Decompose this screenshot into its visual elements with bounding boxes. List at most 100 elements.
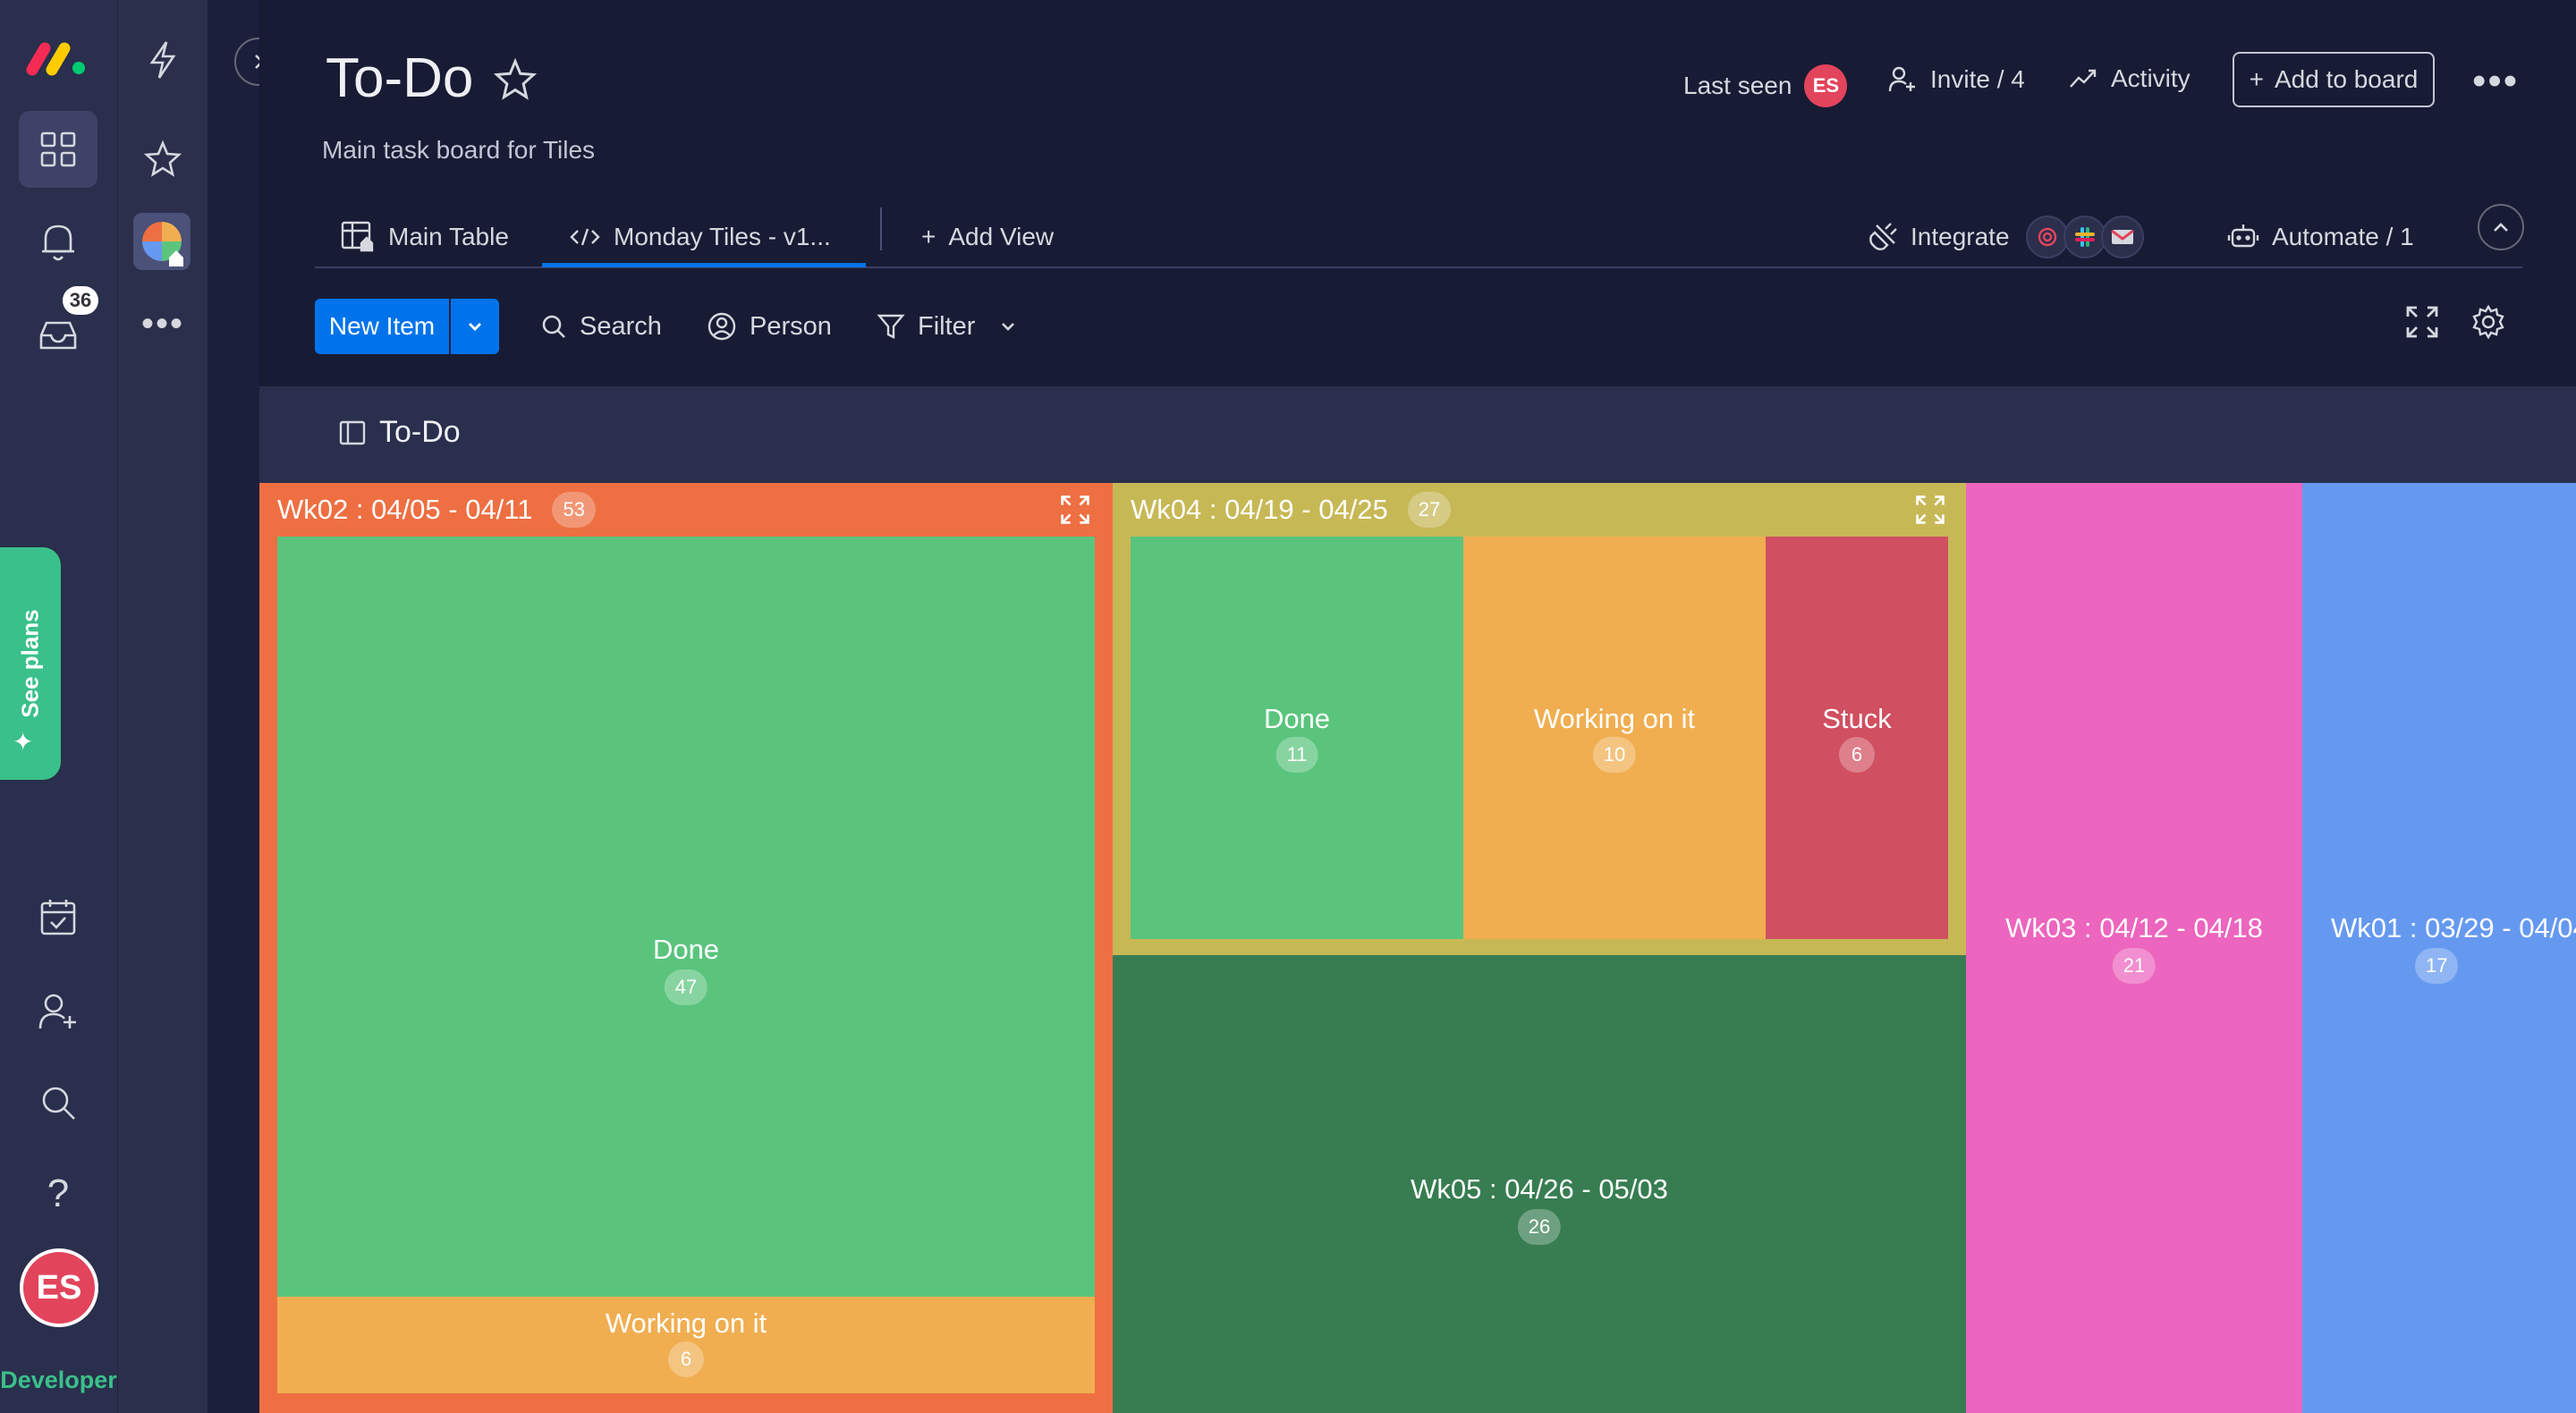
board-header	[259, 0, 2576, 386]
last-seen-label: Last seen	[1683, 72, 1792, 99]
expand-tile-icon[interactable]	[1914, 494, 1950, 529]
add-to-board-label: Add to board	[2275, 65, 2419, 93]
tab-separator	[880, 207, 882, 250]
status-tile-label: Working on it	[1533, 703, 1696, 734]
status-tile-label: Done	[1263, 703, 1331, 734]
tab-main-table[interactable]: Main Table	[340, 207, 509, 267]
group-tile-label: Wk01 : 03/29 - 04/04	[2331, 912, 2576, 943]
treemap-group-tile[interactable]: Wk03 : 04/12 - 04/18 21	[1966, 483, 2302, 1413]
board-title[interactable]: To-Do	[326, 47, 474, 109]
see-plans-label: See plans	[16, 609, 44, 718]
integrate-button[interactable]: Integrate	[1868, 207, 2144, 267]
invite-button[interactable]: Invite / 4	[1887, 64, 2025, 95]
group-tile-count: 17	[2415, 948, 2459, 984]
treemap-group-tile[interactable]: Wk05 : 04/26 - 05/03 26	[1113, 955, 1966, 1413]
filter-dropdown-chevron-icon[interactable]	[998, 317, 1018, 336]
tiles-treemap: Wk02 : 04/05 - 04/11 53 Done 47 Working …	[259, 483, 2576, 1413]
treemap-group-tile[interactable]: Wk04 : 04/19 - 04/25 27 Done 11 Working …	[1113, 483, 1966, 955]
new-item-label[interactable]: New Item	[328, 312, 436, 340]
robot-icon	[2227, 224, 2259, 248]
automate-label: Automate / 1	[2272, 223, 2414, 250]
account-tag: Developer	[0, 1366, 117, 1393]
board-menu-icon[interactable]: •••	[2472, 59, 2520, 103]
last-seen-avatar: ES	[1804, 64, 1848, 107]
person-add-icon	[1888, 66, 1915, 92]
last-seen[interactable]: Last seen ES	[1683, 64, 1848, 107]
gmail-icon	[2100, 216, 2144, 258]
secondary-rail: •••	[117, 0, 208, 1413]
inbox-icon[interactable]	[27, 304, 89, 367]
automate-button[interactable]: Automate / 1	[2227, 207, 2414, 267]
user-avatar[interactable]: ES	[20, 1248, 98, 1327]
board-description[interactable]: Main task board for Tiles	[322, 136, 596, 164]
search-button[interactable]: Search	[540, 299, 662, 354]
help-icon[interactable]: ?	[47, 1172, 70, 1215]
activity-label: Activity	[2111, 64, 2190, 92]
table-home-icon	[341, 221, 374, 252]
group-title-label: To-Do	[379, 415, 461, 449]
person-label: Person	[750, 311, 832, 341]
integrate-label: Integrate	[1911, 223, 2010, 250]
code-icon	[570, 228, 600, 246]
new-item-dropdown-chevron-icon[interactable]	[449, 299, 499, 354]
active-tab-indicator	[542, 263, 866, 267]
more-options-icon[interactable]: •••	[140, 303, 184, 343]
status-tile-count: 6	[1839, 737, 1875, 773]
treemap-status-tile[interactable]: Working on it 10	[1463, 537, 1766, 939]
treemap-group-tile[interactable]: Wk02 : 04/05 - 04/11 53 Done 47 Working …	[259, 483, 1113, 1413]
plus-icon: +	[921, 223, 936, 250]
add-to-board-button[interactable]: + Add to board	[2233, 52, 2435, 107]
search-label: Search	[580, 311, 662, 341]
group-tile-count: 53	[552, 492, 596, 528]
treemap-status-tile[interactable]: Working on it 6	[277, 1297, 1095, 1393]
workspace-grid-icon[interactable]	[19, 111, 97, 188]
status-tile-label: Done	[652, 934, 720, 965]
expand-tile-icon[interactable]	[1059, 494, 1095, 529]
invite-members-icon[interactable]	[27, 980, 89, 1043]
treemap-status-tile[interactable]: Stuck 6	[1766, 537, 1948, 939]
group-title[interactable]: To-Do	[338, 415, 461, 450]
sidebar-panel-icon	[339, 420, 366, 444]
my-work-calendar-icon[interactable]	[27, 885, 89, 948]
slack-icon	[2063, 216, 2106, 258]
activity-button[interactable]: Activity	[2068, 64, 2190, 93]
lightning-icon[interactable]	[131, 32, 194, 88]
treemap-group-tile[interactable]: Wk01 : 03/29 - 04/04 17	[2302, 483, 2576, 1413]
status-tile-count: 6	[668, 1341, 704, 1377]
treemap-status-tile[interactable]: Done 11	[1131, 537, 1463, 939]
treemap-status-tile[interactable]: Done 47	[277, 537, 1095, 1297]
group-tile-count: 21	[2112, 948, 2157, 984]
group-tile-label: Wk05 : 04/26 - 05/03	[1411, 1173, 1668, 1205]
person-filter-button[interactable]: Person	[707, 299, 832, 354]
tab-main-table-label: Main Table	[388, 223, 509, 250]
tab-monday-tiles[interactable]: Monday Tiles - v1...	[569, 207, 831, 267]
new-item-button[interactable]: New Item	[315, 299, 499, 354]
fullscreen-expand-icon[interactable]	[2404, 304, 2447, 347]
group-tile-header: Wk02 : 04/05 - 04/11 53	[277, 492, 596, 528]
plus-icon: +	[2249, 65, 2264, 93]
plug-icon	[1869, 223, 1897, 250]
filter-button[interactable]: Filter	[877, 299, 1018, 354]
status-tile-label: Working on it	[605, 1307, 767, 1339]
favorite-star-icon[interactable]	[493, 57, 540, 104]
see-plans-button[interactable]: See plans ✦	[0, 547, 61, 780]
tabs-divider	[315, 267, 2522, 268]
favorites-star-icon[interactable]	[131, 131, 194, 186]
notifications-bell-icon[interactable]	[27, 211, 89, 274]
group-tile-header: Wk04 : 04/19 - 04/25 27	[1131, 492, 1452, 528]
collapse-header-chevron-icon[interactable]	[2478, 204, 2524, 250]
activity-trend-icon	[2070, 69, 2097, 88]
filter-funnel-icon	[877, 314, 905, 339]
monday-logo-icon[interactable]	[25, 32, 89, 82]
integration-app-icon	[2025, 216, 2069, 258]
settings-gear-icon[interactable]	[2470, 304, 2513, 347]
group-tile-count: 27	[1407, 492, 1452, 528]
add-view-button[interactable]: + Add View	[921, 207, 1054, 267]
person-circle-icon	[708, 312, 736, 341]
filter-label: Filter	[918, 311, 976, 341]
status-tile-count: 10	[1592, 737, 1637, 773]
inbox-count-badge: 36	[63, 286, 98, 315]
invite-label: Invite / 4	[1930, 65, 2025, 93]
search-everything-icon[interactable]	[27, 1071, 89, 1134]
app-tile-icon[interactable]	[131, 209, 194, 274]
